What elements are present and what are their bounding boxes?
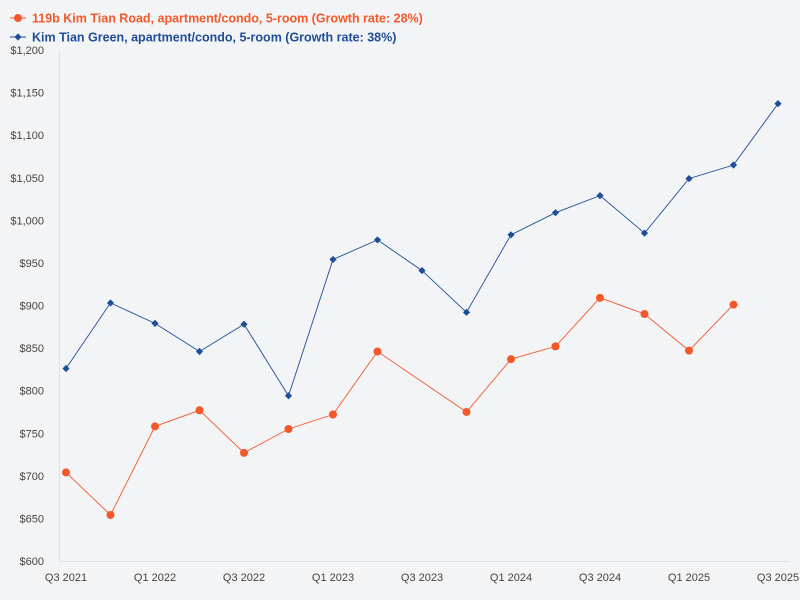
data-point[interactable] — [729, 300, 738, 309]
y-tick-label: $850 — [20, 343, 44, 355]
data-point[interactable] — [373, 347, 382, 356]
y-tick-label: $950 — [20, 258, 44, 270]
x-tick-label: Q3 2023 — [401, 572, 443, 584]
series-2 — [62, 100, 782, 400]
x-tick-label: Q1 2023 — [312, 572, 354, 584]
y-tick-label: $800 — [20, 386, 44, 398]
y-tick-label: $1,100 — [10, 130, 44, 142]
x-tick-label: Q3 2024 — [579, 572, 621, 584]
series-line — [65, 103, 779, 397]
data-point[interactable] — [195, 406, 204, 415]
data-point[interactable] — [106, 511, 115, 520]
series-1 — [62, 293, 738, 520]
data-point[interactable] — [729, 161, 738, 169]
data-point[interactable] — [240, 448, 248, 457]
y-axis: $600 $650 $700 $750 $800 $850 $900 $950 $1,000 $1… — [10, 45, 60, 568]
data-point[interactable] — [507, 231, 515, 239]
data-point[interactable] — [685, 346, 693, 355]
data-point[interactable] — [329, 410, 337, 419]
x-tick-label: Q3 2025 — [757, 572, 799, 584]
data-point[interactable] — [774, 100, 782, 108]
data-point[interactable] — [240, 320, 248, 328]
data-point[interactable] — [62, 364, 70, 373]
x-tick-label: Q3 2022 — [223, 572, 265, 584]
data-point[interactable] — [151, 319, 159, 327]
data-point[interactable] — [62, 468, 70, 477]
data-point[interactable] — [596, 192, 604, 200]
x-axis: Q3 2021 Q1 2022 Q3 2022 Q1 2023 Q3 2023 Q1 20… — [45, 561, 799, 584]
legend-item[interactable]: Kim Tian Green, apartment/condo, 5-room … — [10, 31, 396, 45]
legend-label: Kim Tian Green, apartment/condo, 5-room … — [32, 31, 396, 45]
y-tick-label: $900 — [20, 301, 44, 313]
data-point[interactable] — [106, 299, 115, 307]
y-tick-label: $600 — [20, 556, 44, 568]
legend-label: 119b Kim Tian Road, apartment/condo, 5-r… — [32, 12, 423, 26]
y-tick-label: $1,150 — [10, 88, 44, 100]
data-point[interactable] — [551, 209, 560, 217]
y-tick-label: $750 — [20, 428, 44, 440]
data-point[interactable] — [507, 355, 515, 364]
data-point[interactable] — [462, 308, 471, 316]
data-point[interactable] — [462, 407, 471, 416]
x-tick-label: Q1 2024 — [490, 572, 532, 584]
data-point[interactable] — [685, 175, 693, 183]
data-point[interactable] — [373, 236, 382, 244]
data-point[interactable] — [418, 266, 426, 275]
data-point[interactable] — [551, 342, 560, 351]
y-tick-label: $650 — [20, 513, 44, 525]
legend: 119b Kim Tian Road, apartment/condo, 5-r… — [10, 12, 423, 45]
data-point[interactable] — [195, 347, 204, 356]
x-tick-label: Q1 2025 — [668, 572, 710, 584]
y-tick-label: $1,050 — [10, 173, 44, 185]
y-tick-label: $1,000 — [10, 215, 44, 227]
data-point[interactable] — [329, 255, 337, 264]
legend-item[interactable]: 119b Kim Tian Road, apartment/condo, 5-r… — [10, 12, 423, 26]
x-tick-label: Q3 2021 — [45, 572, 87, 584]
legend-marker-diamond — [14, 33, 22, 41]
y-tick-label: $1,200 — [10, 45, 44, 57]
data-point[interactable] — [640, 229, 649, 237]
y-tick-label: $700 — [20, 471, 44, 483]
data-point[interactable] — [151, 422, 159, 431]
plot-area — [62, 100, 782, 520]
legend-marker-circle — [14, 14, 22, 22]
data-point[interactable] — [640, 310, 649, 319]
x-tick-label: Q1 2022 — [134, 572, 176, 584]
data-point[interactable] — [596, 293, 604, 302]
data-point[interactable] — [284, 392, 293, 400]
data-point[interactable] — [284, 424, 293, 433]
